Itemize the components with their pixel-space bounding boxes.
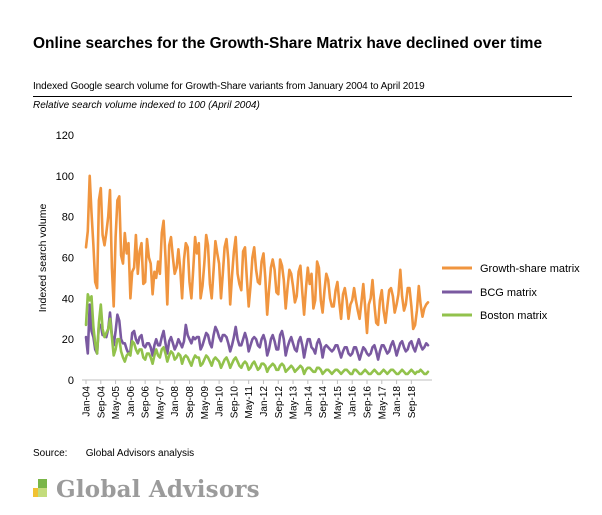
series-line-boston-matrix [84, 292, 430, 376]
legend: Growth-share matrix BCG matrix Boston matr… [442, 263, 580, 322]
series-line-growth-share-matrix [84, 174, 430, 335]
x-tick-label: Sep-10 [229, 386, 240, 419]
x-tick-label: Jan-18 [392, 386, 403, 417]
x-tick-label: Jan-14 [303, 386, 314, 417]
x-axis: Jan-04 Sep-04 May-05 Jan-06 Sep-06 May-07 Jan-… [82, 379, 432, 420]
x-tick-label: Sep-06 [141, 386, 152, 419]
chart-title: Online searches for the Growth-Share Mat… [33, 35, 543, 52]
x-tick-label: Jan-06 [126, 386, 137, 417]
y-axis-title: Indexed search volume [37, 204, 49, 313]
y-tick-label: 20 [62, 334, 74, 346]
logo-text: Global Advisors [56, 476, 260, 503]
chart-subtitle: Indexed Google search volume for Growth-… [33, 81, 425, 92]
x-tick-label: Jan-12 [259, 386, 270, 417]
x-tick-label: Sep-18 [407, 386, 418, 419]
x-tick-label: Sep-14 [318, 386, 329, 419]
x-tick-label: Sep-12 [274, 386, 285, 419]
source-label: Source: [33, 448, 68, 459]
legend-label: BCG matrix [480, 287, 537, 299]
source-text: Global Advisors analysis [85, 448, 195, 459]
legend-label: Growth-share matrix [480, 263, 580, 275]
source-line: Source: Global Advisors analysis [33, 448, 194, 459]
x-tick-label: Jan-08 [170, 386, 181, 417]
legend-label: Boston matrix [480, 310, 548, 322]
x-tick-label: Jan-10 [215, 386, 226, 417]
x-tick-label: May-05 [111, 386, 122, 420]
series-group [84, 174, 430, 376]
y-tick-label: 60 [62, 253, 74, 265]
x-tick-label: Sep-04 [96, 386, 107, 419]
chart-note: Relative search volume indexed to 100 (A… [33, 100, 260, 111]
y-tick-label: 0 [68, 375, 74, 387]
x-tick-label: Sep-16 [362, 386, 373, 419]
x-tick-label: May-13 [289, 386, 300, 420]
x-tick-label: May-07 [155, 386, 166, 420]
line-chart: 0 20 40 60 80 100 120 Jan-04 Sep-04 May-05 Jan-06… [37, 130, 580, 420]
y-axis: 0 20 40 60 80 100 120 [56, 130, 74, 387]
x-tick-label: Jan-04 [82, 386, 93, 417]
x-tick-label: Sep-08 [185, 386, 196, 419]
y-tick-label: 40 [62, 293, 74, 305]
header-divider [33, 96, 572, 97]
x-tick-label: Jan-16 [348, 386, 359, 417]
x-tick-label: May-17 [377, 386, 388, 420]
x-tick-label: May-09 [200, 386, 211, 420]
x-tick-label: May-15 [333, 386, 344, 420]
logo-mark-icon [33, 479, 47, 497]
y-tick-label: 80 [62, 212, 74, 224]
series-line-bcg-matrix [84, 303, 430, 361]
y-tick-label: 120 [56, 130, 74, 142]
x-tick-label: May-11 [244, 386, 255, 419]
y-tick-label: 100 [56, 171, 74, 183]
